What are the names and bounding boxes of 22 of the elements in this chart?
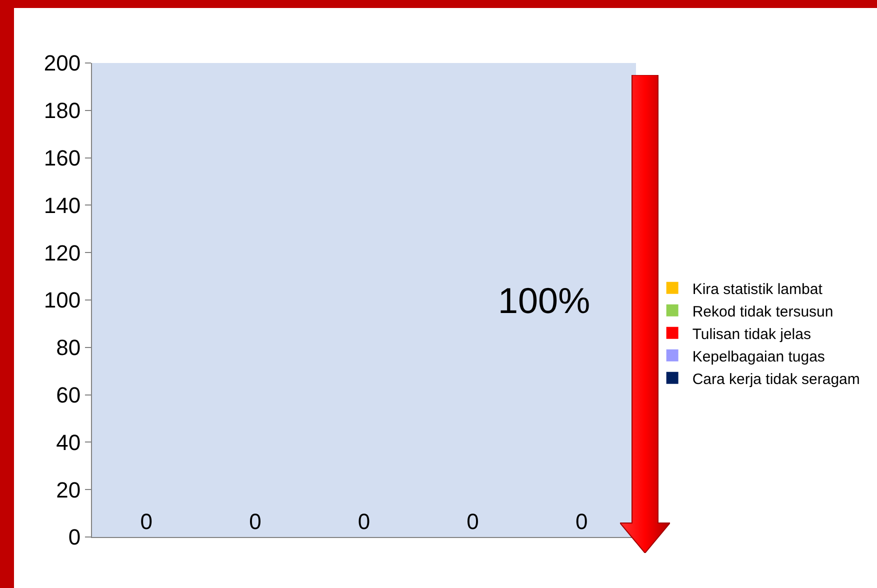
- data-label: 0: [140, 509, 153, 534]
- y-tick-label: 200: [44, 50, 81, 76]
- y-tick-label: 20: [56, 477, 81, 502]
- y-tick-label: 100: [44, 288, 81, 313]
- y-tick-label: 160: [44, 146, 81, 170]
- y-tick-label: 140: [44, 192, 81, 218]
- y-tick-label: 80: [56, 335, 81, 360]
- data-label: 0: [466, 509, 479, 534]
- data-label: 0: [575, 509, 588, 534]
- legend-label: Cara kerja tidak seragam: [692, 370, 860, 388]
- y-tick-label: 120: [44, 240, 81, 266]
- legend-label: Kepelbagaian tugas: [692, 348, 825, 366]
- data-label: 0: [358, 509, 370, 534]
- legend-label: Tulisan tidak jelas: [692, 326, 811, 343]
- y-tick-label: 60: [56, 382, 81, 408]
- legend-label: Kira statistik lambat: [692, 280, 824, 298]
- y-tick-label: 0: [68, 524, 81, 550]
- y-tick-label: 40: [56, 430, 81, 455]
- annotation: 100%: [498, 280, 590, 321]
- y-tick-label: 180: [44, 98, 81, 124]
- data-label: 0: [249, 509, 262, 534]
- legend-label: Rekod tidak tersusun: [692, 303, 834, 320]
